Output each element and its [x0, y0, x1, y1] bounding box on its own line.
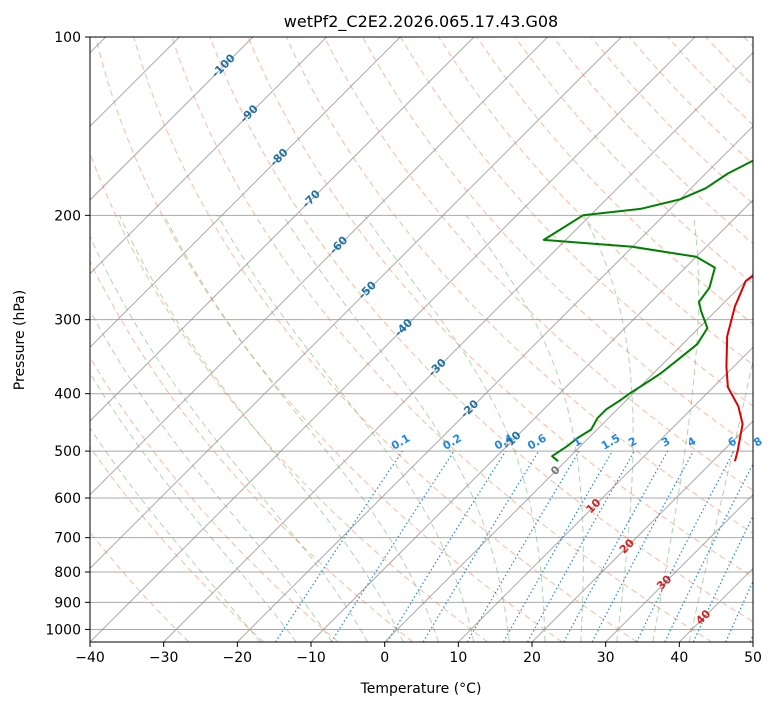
y-tick-label: 1000 — [45, 622, 81, 638]
x-tick-label: −30 — [149, 650, 179, 666]
x-tick-label: 0 — [380, 650, 389, 666]
y-tick-label: 400 — [54, 387, 81, 403]
x-tick-label: −10 — [296, 650, 326, 666]
y-tick-label: 500 — [54, 444, 81, 460]
y-tick-label: 600 — [54, 491, 81, 507]
x-tick-label: 30 — [597, 650, 615, 666]
y-tick-label: 700 — [54, 531, 81, 547]
chart-title: wetPf2_C2E2.2026.065.17.43.G08 — [284, 12, 558, 32]
x-tick-label: 10 — [449, 650, 467, 666]
y-tick-label: 300 — [54, 313, 81, 329]
mixing-ratio-line — [750, 451, 775, 642]
x-tick-label: 40 — [670, 650, 688, 666]
y-axis-label: Pressure (hPa) — [12, 290, 28, 390]
isotherm-line — [753, 37, 775, 642]
x-tick-label: 50 — [744, 650, 762, 666]
x-tick-label: −40 — [75, 650, 105, 666]
y-tick-label: 200 — [54, 208, 81, 224]
x-tick-label: −20 — [223, 650, 253, 666]
y-tick-label: 800 — [54, 565, 81, 581]
y-tick-label: 900 — [54, 595, 81, 611]
x-axis-label: Temperature (°C) — [360, 681, 482, 697]
x-tick-label: 20 — [523, 650, 541, 666]
y-tick-label: 100 — [54, 30, 81, 46]
